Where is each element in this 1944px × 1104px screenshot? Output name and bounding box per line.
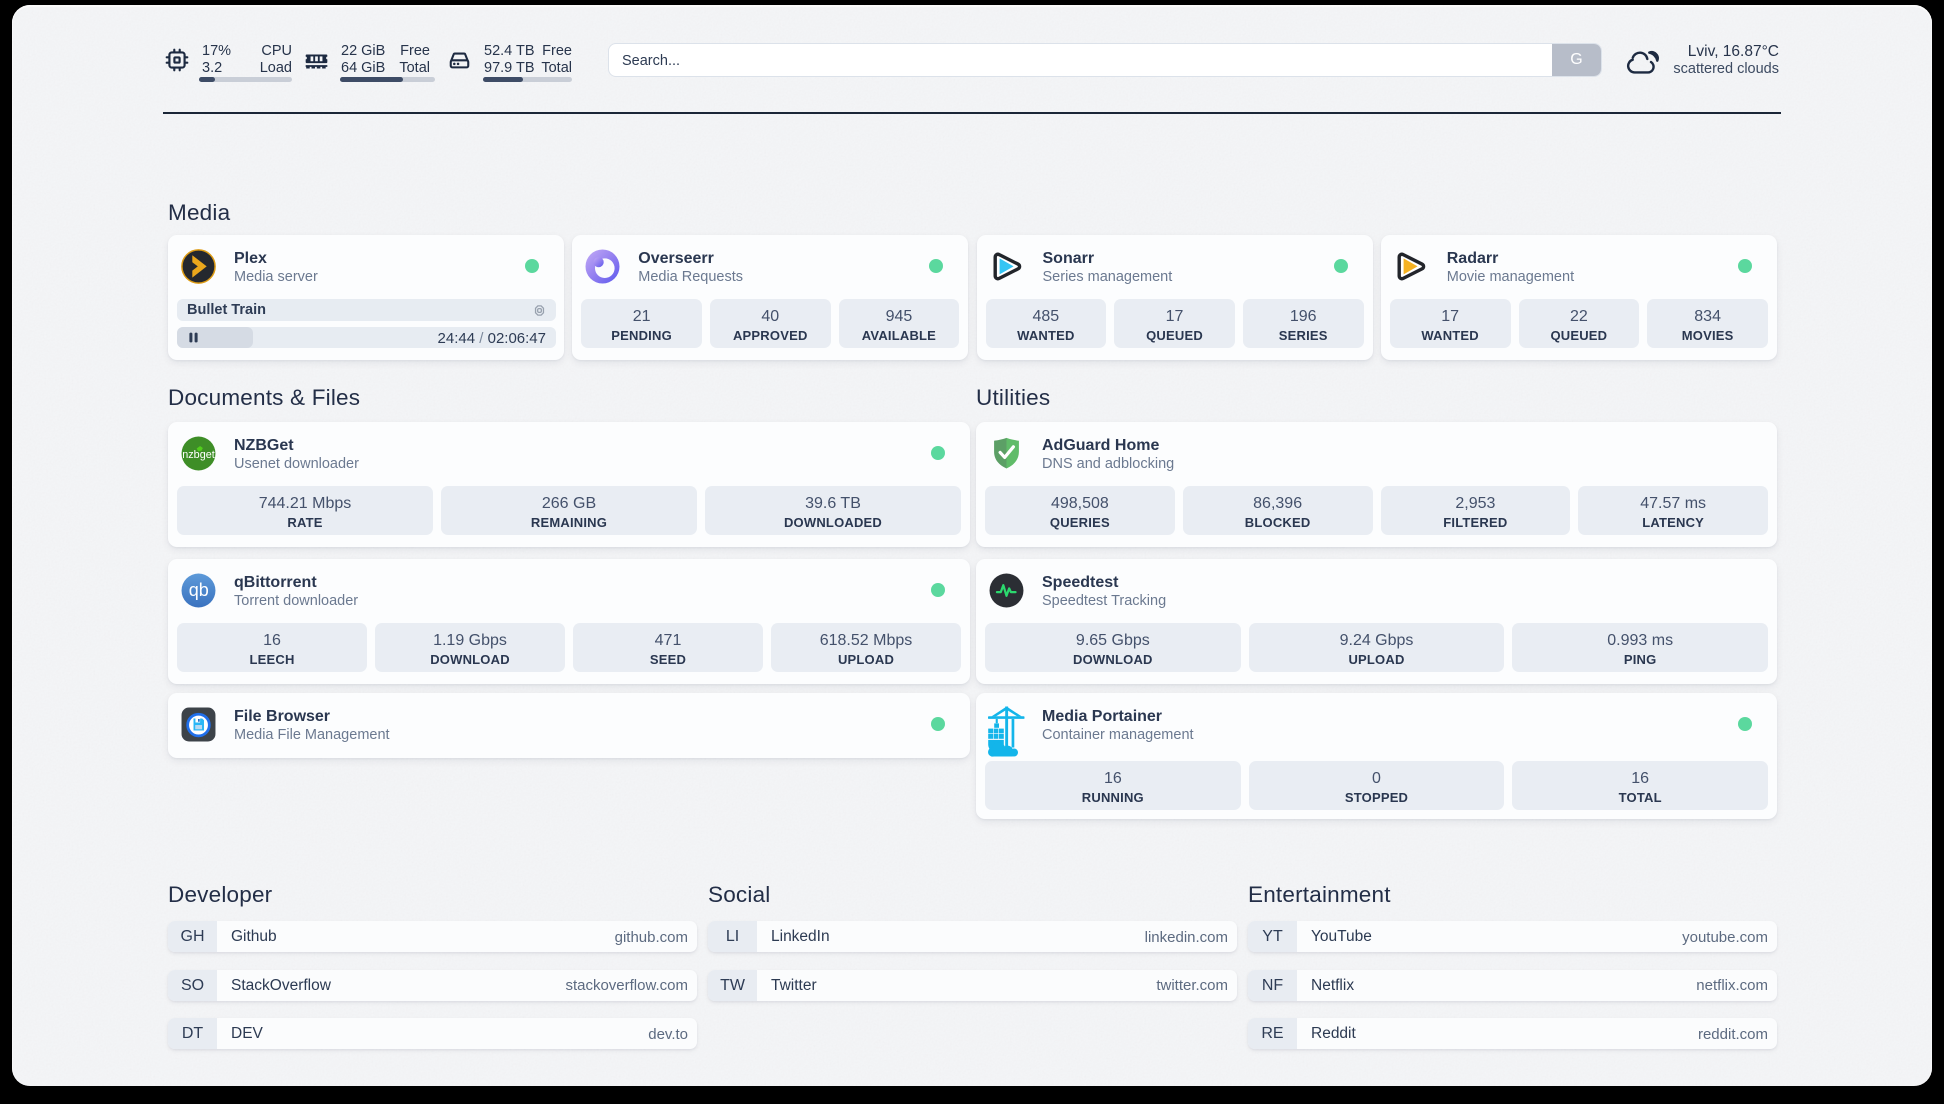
svg-text:qb: qb <box>189 580 209 600</box>
svg-text:nzbget: nzbget <box>182 449 214 461</box>
